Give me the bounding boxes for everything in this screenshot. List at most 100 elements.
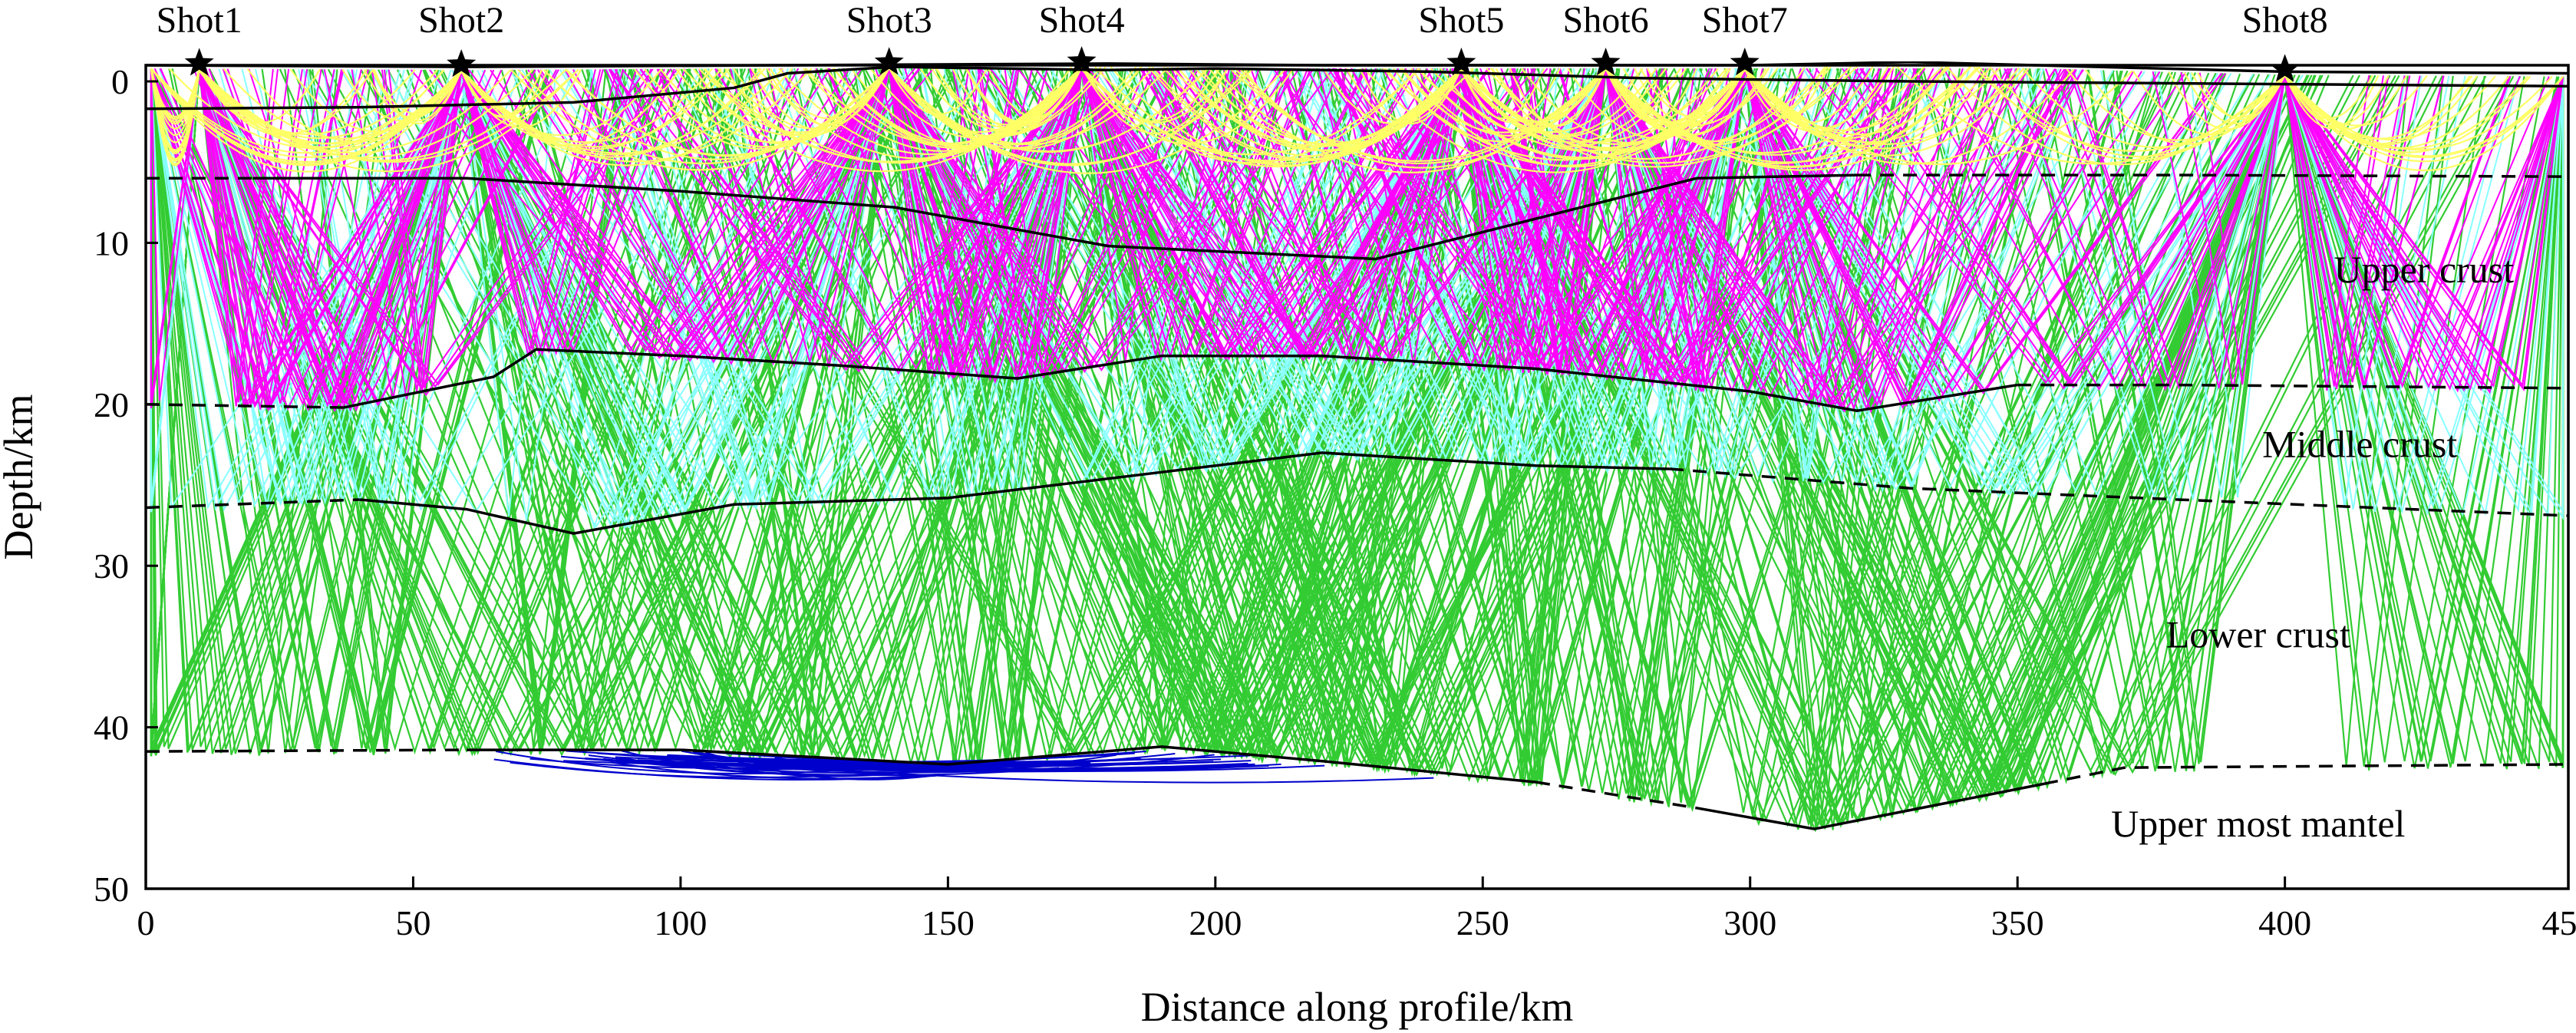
upper-crust-ray <box>815 68 1083 380</box>
sediment-ray <box>1400 68 1607 134</box>
upper-crust-ray <box>875 68 1083 381</box>
upper-crust-ray <box>1743 68 2062 410</box>
moho-reflection-ray <box>2284 74 2564 764</box>
moho-reflection-ray <box>1743 68 2157 808</box>
sediment-ray <box>1743 68 2025 146</box>
boundary-lower-interface-solid <box>359 451 1671 535</box>
sediment-ray <box>2284 74 2531 153</box>
middle-crust-ray <box>853 68 1083 496</box>
sediment-ray <box>2197 72 2286 120</box>
upper-crust-ray <box>2284 74 2564 392</box>
upper-crust-ray <box>1743 68 2017 406</box>
moho-reflection-ray <box>424 68 1083 754</box>
middle-crust-ray <box>2284 74 2466 512</box>
y-tick-label: 30 <box>94 546 129 586</box>
boundary-lower-interface-dashed-left <box>146 498 360 510</box>
upper-crust-ray <box>460 68 886 361</box>
upper-crust-ray <box>193 68 463 408</box>
upper-crust-ray <box>639 68 1083 365</box>
middle-crust-ray <box>967 68 1463 472</box>
sediment-ray <box>1743 67 1991 144</box>
middle-crust-ray <box>460 68 827 520</box>
shot-star-icon <box>1067 46 1097 74</box>
sediment-ray <box>460 68 662 137</box>
middle-crust-ray <box>920 68 1083 488</box>
upper-crust-ray <box>2284 74 2521 388</box>
upper-crust-ray <box>1460 68 1635 377</box>
boundary-moho-dashed-mid <box>1535 781 1697 810</box>
upper-crust-ray <box>222 68 463 406</box>
x-tick-label: 453 <box>2542 903 2576 942</box>
layer-label: Middle crust <box>2262 422 2457 465</box>
upper-crust-ray <box>150 68 463 407</box>
sediment-ray <box>675 67 890 145</box>
upper-crust-ray <box>1815 68 2286 384</box>
sediment-ray <box>2284 74 2553 151</box>
sediment-ray <box>1229 67 1607 162</box>
x-tick-label: 400 <box>2258 903 2311 942</box>
moho-reflection-ray <box>2064 69 2286 772</box>
sediment-ray <box>246 68 463 143</box>
sediment-ray <box>1401 68 1746 168</box>
sediment-ray <box>198 68 321 124</box>
boundary-moho-dashed-right <box>2043 763 2568 785</box>
moho-reflection-ray <box>1686 68 2286 794</box>
shot-star-icon <box>1591 48 1621 76</box>
sediment-ray <box>543 67 890 160</box>
sediment-ray <box>805 66 1083 145</box>
sediment-ray <box>888 67 1255 165</box>
shot-label: Shot8 <box>2242 0 2328 41</box>
moho-reflection-ray <box>150 68 463 754</box>
sediment-ray <box>510 67 890 171</box>
upper-crust-ray <box>714 68 1083 375</box>
shot-star-icon <box>874 47 904 75</box>
middle-crust-ray <box>198 68 452 505</box>
upper-crust-ray <box>150 68 463 406</box>
sediment-ray <box>1973 66 2286 152</box>
sediment-ray <box>1460 68 1643 134</box>
moho-reflection-ray <box>198 68 662 755</box>
sediment-ray <box>198 68 579 163</box>
upper-crust-ray <box>460 68 831 352</box>
sediment-ray <box>1895 64 2286 165</box>
middle-crust-ray <box>731 68 890 507</box>
middle-crust-ray <box>2099 70 2286 500</box>
upper-crust-ray <box>888 68 981 378</box>
layer-label: Upper crust <box>2334 248 2515 291</box>
upper-crust-ray <box>198 68 343 410</box>
upper-crust-ray <box>1460 68 1664 377</box>
boundary-moho-solid <box>467 745 1537 784</box>
upper-crust-ray <box>2284 74 2370 391</box>
x-tick-label: 0 <box>137 903 155 942</box>
upper-crust-ray <box>198 68 335 409</box>
sediment-ray <box>803 66 1083 152</box>
sediment-ray <box>935 66 1083 126</box>
sediment-ray <box>150 68 200 137</box>
upper-crust-ray <box>2284 74 2564 391</box>
sediment-ray <box>373 69 463 125</box>
upper-crust-ray <box>729 68 890 365</box>
upper-crust-ray <box>780 68 1083 371</box>
upper-crust-ray <box>198 68 322 410</box>
upper-crust-ray <box>198 68 279 403</box>
moho-reflection-ray <box>1156 68 1746 772</box>
upper-crust-ray <box>1080 68 1292 356</box>
upper-crust-ray <box>1080 68 1377 361</box>
upper-crust-ray <box>1333 68 1607 371</box>
upper-crust-ray <box>153 68 463 411</box>
upper-crust-ray <box>198 68 290 408</box>
middle-crust-ray <box>2189 72 2286 498</box>
ray-paths <box>150 64 2564 833</box>
upper-crust-ray <box>888 68 1314 371</box>
upper-crust-ray <box>2284 74 2421 383</box>
upper-crust-ray <box>1460 68 1806 382</box>
upper-crust-ray <box>1080 68 1341 356</box>
moho-reflection-ray <box>1419 68 1746 787</box>
sediment-ray <box>2284 74 2408 130</box>
middle-crust-ray <box>2053 68 2286 505</box>
upper-crust-ray <box>1404 68 1607 371</box>
upper-crust-ray <box>608 68 1083 365</box>
upper-crust-ray <box>468 68 890 361</box>
sediment-ray <box>2021 68 2286 148</box>
upper-crust-ray <box>2180 71 2286 390</box>
